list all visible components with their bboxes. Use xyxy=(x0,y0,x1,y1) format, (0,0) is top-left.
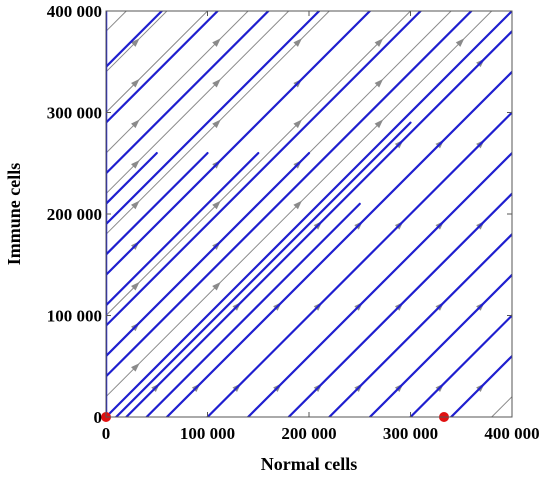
stream-arrow xyxy=(293,200,303,210)
trajectory xyxy=(106,11,371,276)
trajectory xyxy=(106,152,158,205)
trajectory xyxy=(206,111,512,417)
x-tick-label: 100 000 xyxy=(180,424,235,443)
stream-arrow xyxy=(131,38,140,47)
stream-arrow xyxy=(131,160,140,169)
stream-arrow xyxy=(131,363,140,372)
trajectory xyxy=(328,233,512,417)
trajectory xyxy=(247,152,512,417)
x-tick-label: 200 000 xyxy=(281,424,336,443)
stream-arrow xyxy=(374,38,384,47)
stream-arrow xyxy=(212,119,221,129)
trajectory xyxy=(106,11,163,68)
stream-arrow xyxy=(131,78,140,88)
trajectory xyxy=(106,152,209,256)
stream-arrow xyxy=(293,38,303,47)
stream-line xyxy=(106,11,127,32)
trajectory xyxy=(145,202,361,417)
y-tick-label: 100 000 xyxy=(47,307,102,326)
trajectory xyxy=(106,11,321,226)
x-axis-ticks: 0 100 000 200 000 300 000 400 000 xyxy=(102,11,540,443)
y-tick-label: 300 000 xyxy=(47,104,102,123)
stream-arrow xyxy=(131,200,140,210)
x-tick-label: 0 xyxy=(102,424,111,443)
trajectory xyxy=(106,152,260,307)
trajectory xyxy=(106,11,422,327)
y-tick-label: 400 000 xyxy=(47,2,102,21)
trajectory xyxy=(450,355,512,417)
trajectory xyxy=(106,11,219,124)
stream-arrow xyxy=(212,78,221,88)
y-axis-label: Immune cells xyxy=(4,163,24,266)
x-tick-label: 400 000 xyxy=(484,424,539,443)
y-axis-ticks: 0 100 000 200 000 300 000 400 000 xyxy=(47,2,512,427)
stream-line xyxy=(106,11,411,316)
trajectory xyxy=(106,11,512,417)
stream-arrow xyxy=(131,119,140,129)
stream-arrow xyxy=(212,200,221,210)
x-tick-label: 300 000 xyxy=(383,424,438,443)
stream-arrow xyxy=(131,281,140,291)
trajectory xyxy=(106,11,473,378)
stream-arrow xyxy=(374,119,384,129)
trajectory xyxy=(115,121,412,417)
stream-line xyxy=(106,11,208,113)
trajectory xyxy=(409,314,512,417)
stream-arrow xyxy=(293,119,303,129)
trajectory xyxy=(125,30,512,417)
trajectory xyxy=(165,70,512,417)
stream-arrow xyxy=(212,281,221,291)
x-axis-label: Normal cells xyxy=(261,454,357,474)
stream-arrow xyxy=(455,38,465,47)
trajectory xyxy=(287,192,512,417)
trajectory xyxy=(106,152,311,358)
stream-arrow xyxy=(374,78,384,88)
trajectory xyxy=(106,11,270,175)
trajectory xyxy=(368,273,512,417)
stream-line xyxy=(491,396,512,417)
stream-arrow xyxy=(212,38,221,47)
stream-line xyxy=(106,11,249,154)
y-tick-label: 200 000 xyxy=(47,205,102,224)
trajectories xyxy=(106,11,512,417)
y-tick-label: 0 xyxy=(94,408,103,427)
